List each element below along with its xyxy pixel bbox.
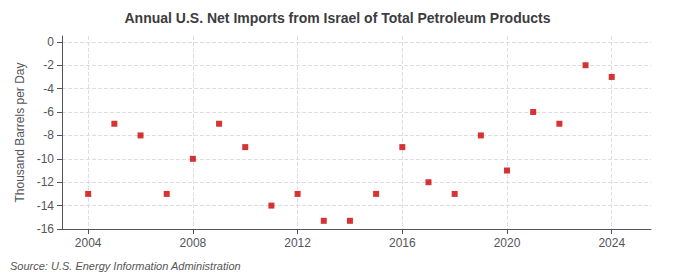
- svg-text:-10: -10: [37, 152, 55, 166]
- svg-text:Source: U.S. Energy Informatio: Source: U.S. Energy Information Administ…: [10, 260, 241, 272]
- svg-text:-6: -6: [43, 105, 54, 119]
- svg-text:Thousand Barrels per Day: Thousand Barrels per Day: [13, 62, 27, 202]
- svg-text:-8: -8: [43, 128, 54, 142]
- svg-text:-12: -12: [37, 175, 55, 189]
- svg-text:2012: 2012: [284, 236, 311, 250]
- svg-text:2016: 2016: [389, 236, 416, 250]
- svg-text:2020: 2020: [494, 236, 521, 250]
- svg-text:2004: 2004: [75, 236, 102, 250]
- svg-text:-16: -16: [37, 222, 55, 236]
- svg-text:-2: -2: [43, 58, 54, 72]
- svg-text:0: 0: [47, 35, 54, 49]
- svg-text:-4: -4: [43, 82, 54, 96]
- svg-text:Annual U.S. Net Imports from I: Annual U.S. Net Imports from Israel of T…: [124, 10, 550, 26]
- svg-text:2024: 2024: [598, 236, 625, 250]
- svg-text:2008: 2008: [180, 236, 207, 250]
- svg-text:-14: -14: [37, 199, 55, 213]
